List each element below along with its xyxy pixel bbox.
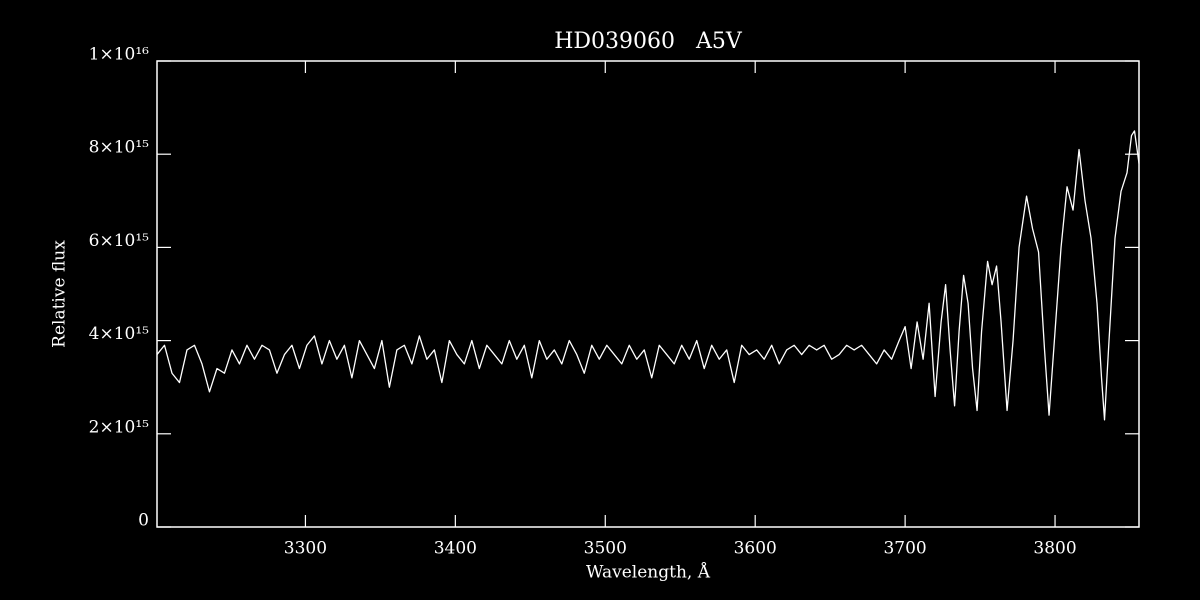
spectrum-line [156,130,1140,421]
y-tick-label: 4×10¹⁵ [89,324,150,344]
x-tick-label: 3400 [434,539,477,559]
x-tick-label: 3300 [284,539,327,559]
x-tick-label: 3700 [883,539,926,559]
chart-title: HD039060 A5V [554,29,743,54]
y-tick-label: 6×10¹⁵ [89,231,150,251]
x-tick-label: 3800 [1033,539,1076,559]
y-tick-label: 1×10¹⁶ [89,45,150,65]
x-axis-label: Wavelength, Å [586,562,711,583]
plot-frame [156,60,1140,528]
y-tick-label: 2×10¹⁵ [89,417,150,437]
y-tick-label: 0 [138,511,149,531]
x-tick-label: 3500 [584,539,627,559]
y-tick-label: 8×10¹⁵ [89,138,150,158]
y-axis-label: Relative flux [50,240,70,348]
x-tick-label: 3600 [734,539,777,559]
